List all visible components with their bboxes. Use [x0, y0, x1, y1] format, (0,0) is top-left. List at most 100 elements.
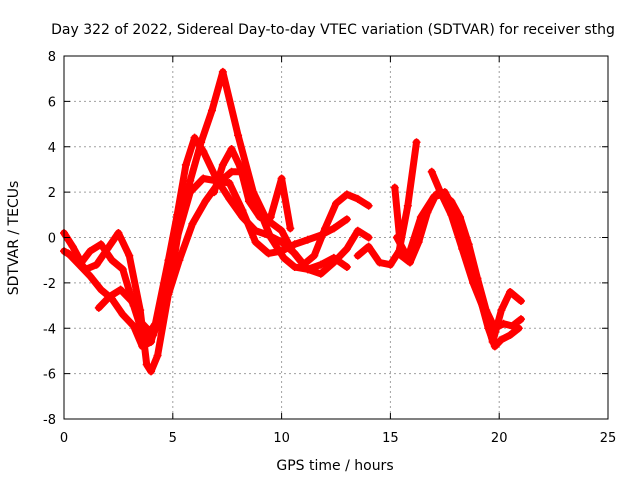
- data-point-marker: [316, 269, 325, 278]
- data-point-marker: [96, 240, 105, 249]
- data-point-marker: [188, 219, 197, 228]
- data-point-marker: [479, 306, 488, 315]
- data-point-marker: [94, 303, 103, 312]
- data-point-marker: [447, 210, 456, 219]
- data-point-marker: [279, 253, 288, 262]
- data-point-marker: [218, 67, 227, 76]
- data-point-marker: [142, 360, 151, 369]
- data-point-marker: [375, 258, 384, 267]
- data-point-marker: [277, 226, 286, 235]
- data-point-marker: [266, 233, 275, 242]
- data-point-marker: [516, 297, 525, 306]
- y-tick-label: -2: [43, 277, 56, 292]
- data-point-marker: [342, 244, 351, 253]
- data-point-marker: [456, 213, 465, 222]
- data-point-marker: [342, 215, 351, 224]
- data-point-marker: [190, 133, 199, 142]
- data-point-marker: [506, 331, 515, 340]
- data-point-marker: [162, 297, 171, 306]
- data-point-marker: [116, 285, 125, 294]
- x-axis-label: GPS time / hours: [276, 458, 393, 474]
- x-tick-label: 15: [382, 431, 399, 446]
- data-point-marker: [436, 188, 445, 197]
- data-point-marker: [127, 297, 136, 306]
- data-point-marker: [264, 249, 273, 258]
- data-point-marker: [255, 213, 264, 222]
- data-point-marker: [218, 160, 227, 169]
- data-point-marker: [290, 249, 299, 258]
- data-point-marker: [427, 167, 436, 176]
- data-point-marker: [266, 213, 275, 222]
- data-point-marker: [514, 324, 523, 333]
- y-tick-label: 2: [48, 186, 56, 201]
- data-point-marker: [364, 233, 373, 242]
- y-tick-label: 8: [48, 50, 56, 65]
- data-point-marker: [277, 238, 286, 247]
- data-point-marker: [497, 306, 506, 315]
- data-point-marker: [342, 190, 351, 199]
- data-point-marker: [488, 337, 497, 346]
- data-point-marker: [147, 337, 156, 346]
- series-line-track-8: [393, 190, 525, 332]
- data-point-marker: [186, 188, 195, 197]
- data-point-marker: [199, 174, 208, 183]
- x-tick-label: 25: [600, 431, 617, 446]
- x-tick-label: 5: [169, 431, 177, 446]
- data-point-marker: [75, 260, 84, 269]
- data-point-marker: [138, 342, 147, 351]
- data-point-marker: [390, 183, 399, 192]
- data-point-marker: [201, 197, 210, 206]
- data-point-marker: [303, 265, 312, 274]
- data-point-marker: [225, 179, 234, 188]
- data-point-marker: [138, 319, 147, 328]
- data-point-marker: [332, 199, 340, 208]
- data-point-marker: [353, 194, 362, 203]
- data-point-marker: [118, 265, 127, 274]
- data-point-marker: [497, 335, 506, 344]
- data-point-marker: [392, 233, 401, 242]
- data-point-marker: [416, 213, 425, 222]
- data-point-marker: [316, 231, 325, 240]
- data-point-marker: [342, 262, 351, 271]
- series-line-track-9: [428, 168, 525, 346]
- data-point-marker: [329, 224, 338, 233]
- data-point-marker: [147, 367, 156, 376]
- data-point-marker: [107, 256, 116, 265]
- y-tick-label: -8: [43, 413, 56, 428]
- y-axis-label: SDTVAR / TECUs: [6, 181, 22, 296]
- data-point-marker: [92, 260, 101, 269]
- y-tick-label: 0: [48, 232, 56, 247]
- data-point-marker: [353, 226, 362, 235]
- data-point-marker: [225, 194, 234, 203]
- data-point-marker: [149, 331, 158, 340]
- data-point-marker: [412, 138, 421, 147]
- data-point-marker: [244, 197, 253, 206]
- data-point-marker: [68, 242, 77, 251]
- data-point-marker: [207, 106, 216, 115]
- data-point-marker: [364, 201, 373, 210]
- y-tick-label: 6: [48, 95, 56, 110]
- x-tick-label: 10: [273, 431, 290, 446]
- data-point-marker: [227, 145, 236, 154]
- y-tick-label: -6: [43, 368, 56, 383]
- data-point-marker: [469, 278, 478, 287]
- data-point-marker: [251, 238, 260, 247]
- data-point-marker: [181, 160, 190, 169]
- data-point-marker: [186, 176, 195, 185]
- data-point-marker: [464, 240, 473, 249]
- data-point-marker: [277, 174, 286, 183]
- data-point-marker: [506, 287, 515, 296]
- chart-title: Day 322 of 2022, Sidereal Day-to-day VTE…: [51, 22, 615, 38]
- data-point-marker: [286, 224, 295, 233]
- data-point-marker: [386, 260, 395, 269]
- data-point-marker: [86, 247, 95, 256]
- data-point-marker: [403, 201, 412, 210]
- x-tick-label: 0: [60, 431, 68, 446]
- data-point-marker: [403, 253, 412, 262]
- data-point-marker: [114, 228, 123, 237]
- data-series-group: [60, 67, 525, 376]
- series-line-track-2: [60, 134, 373, 344]
- data-point-marker: [173, 233, 182, 242]
- data-point-marker: [329, 253, 338, 262]
- data-point-marker: [118, 310, 127, 319]
